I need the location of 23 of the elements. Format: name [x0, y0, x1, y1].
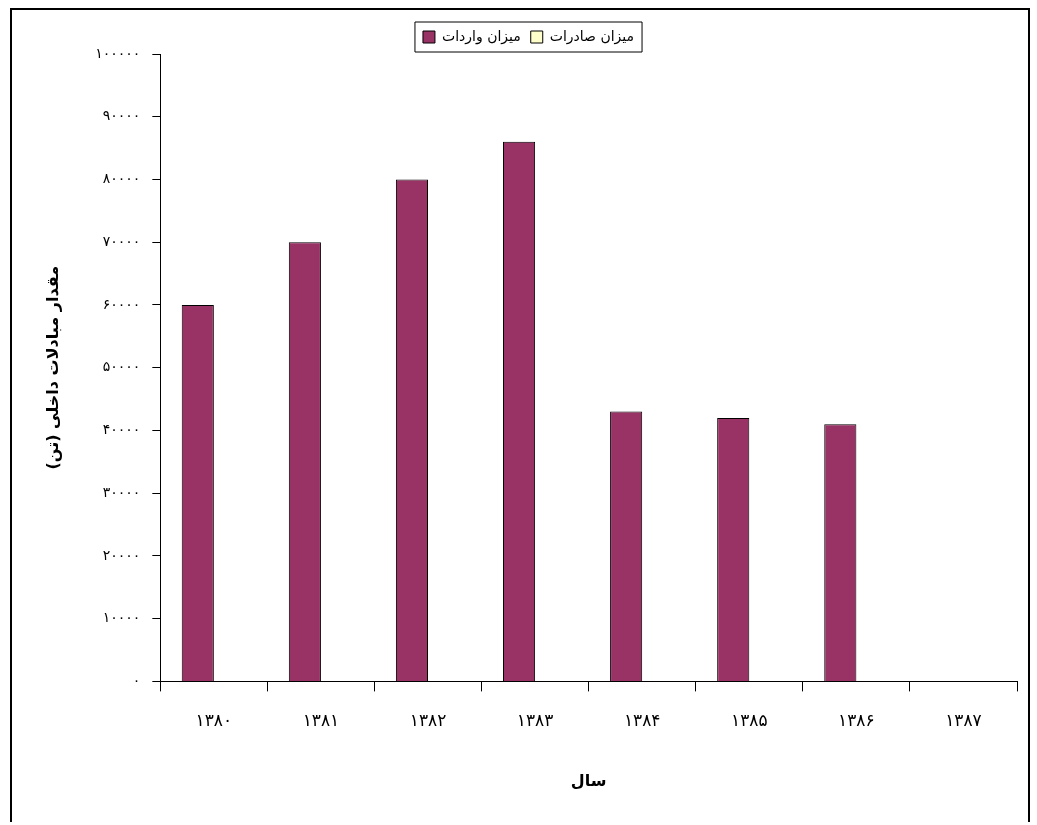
- x-tick-label: ۱۳۸۷: [945, 710, 982, 731]
- legend-label: میزان صادرات: [549, 27, 635, 45]
- y-tick-label: ۳۰۰۰۰: [102, 483, 141, 500]
- x-tick-label: ۱۳۸۶: [838, 710, 875, 731]
- y-tick-label: ۰: [132, 672, 141, 689]
- legend-label: میزان واردات: [441, 27, 521, 45]
- y-tick-label: ۷۰۰۰۰: [102, 232, 141, 249]
- x-tick-label: ۱۳۸۵: [731, 710, 768, 731]
- y-tick-label: ۱۰۰۰۰: [102, 609, 141, 626]
- x-tick-label: ۱۳۸۳: [516, 710, 554, 731]
- x-tick-label: ۱۳۸۰: [195, 710, 233, 731]
- y-tick-label: ۹۰۰۰۰: [102, 107, 141, 124]
- y-tick-label: ۲۰۰۰۰: [102, 546, 141, 563]
- y-tick-label: ۴۰۰۰۰: [102, 421, 141, 438]
- y-tick-label: ۵۰۰۰۰: [102, 358, 141, 375]
- x-tick-label: ۱۳۸۲: [409, 710, 447, 731]
- x-tick-label: ۱۳۸۴: [623, 710, 661, 731]
- y-tick-label: ۸۰۰۰۰: [102, 170, 141, 187]
- x-axis-title: سال: [570, 770, 607, 790]
- x-tick-label: ۱۳۸۱: [302, 710, 340, 731]
- y-axis-title: مقدار مبادلات داخلی (تن): [42, 265, 62, 470]
- y-tick-label: ۱۰۰۰۰۰: [95, 44, 141, 61]
- y-tick-label: ۶۰۰۰۰: [102, 295, 141, 312]
